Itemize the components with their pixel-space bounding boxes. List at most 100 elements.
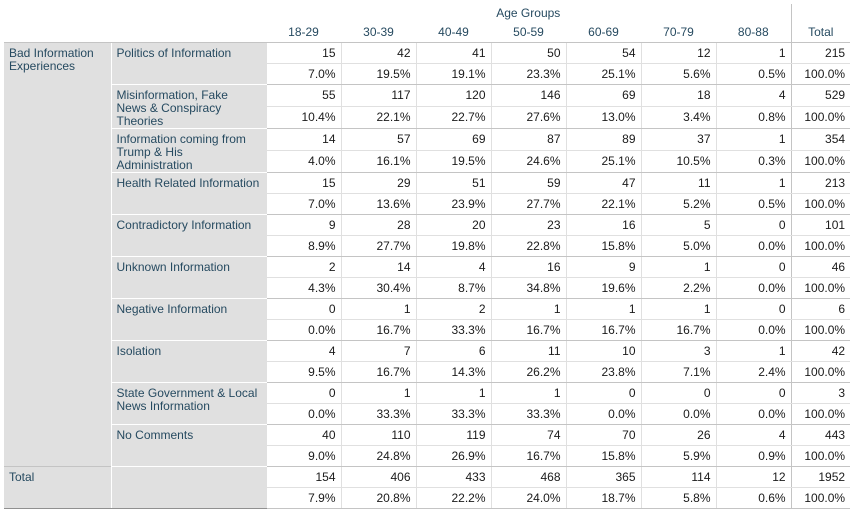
percent-cell: 27.6% — [490, 106, 566, 129]
percent-cell: 33.3% — [490, 403, 566, 425]
count-cell: 1 — [640, 256, 716, 278]
count-cell: 1 — [340, 382, 416, 404]
count-cell: 6 — [790, 298, 851, 320]
count-cell: 9 — [265, 214, 341, 236]
count-cell: 74 — [490, 424, 566, 446]
percent-cell: 19.6% — [565, 277, 641, 299]
total-row-label: Total — [4, 466, 112, 509]
percent-cell: 0.6% — [715, 487, 792, 509]
count-cell: 215 — [790, 42, 851, 64]
percent-cell: 7.0% — [265, 63, 341, 85]
count-cell: 120 — [415, 84, 491, 107]
percent-cell: 100.0% — [790, 235, 851, 257]
table-row: 0.0% 16.7% 33.3% 16.7% 16.7% 16.7% 0.0% 100.0% — [4, 319, 851, 341]
percent-cell: 33.3% — [415, 319, 491, 341]
count-cell: 0 — [715, 298, 792, 320]
count-cell: 114 — [640, 466, 716, 488]
count-cell: 3 — [790, 382, 851, 404]
percent-cell: 33.3% — [340, 403, 416, 425]
count-cell: 2 — [265, 256, 341, 278]
category-label: Politics of Information — [111, 42, 266, 85]
count-cell: 37 — [640, 128, 716, 151]
percent-cell: 13.0% — [565, 106, 641, 129]
age-column-header: 30-39 — [341, 22, 416, 43]
percent-cell: 27.7% — [490, 193, 566, 215]
category-label: Information coming from Trump & His Admi… — [111, 128, 266, 173]
percent-cell: 8.7% — [415, 277, 491, 299]
percent-cell: 26.9% — [415, 445, 491, 467]
percent-cell: 23.9% — [415, 193, 491, 215]
percent-cell: 19.5% — [415, 150, 491, 173]
percent-cell: 100.0% — [790, 193, 851, 215]
count-cell: 154 — [265, 466, 341, 488]
count-cell: 5 — [640, 214, 716, 236]
count-cell: 1 — [715, 42, 792, 64]
percent-cell: 100.0% — [790, 150, 851, 173]
count-cell: 2 — [415, 298, 491, 320]
percent-cell: 19.8% — [415, 235, 491, 257]
category-label: Unknown Information — [111, 256, 266, 299]
percent-cell: 0.5% — [715, 193, 792, 215]
count-cell: 46 — [790, 256, 851, 278]
count-cell: 4 — [415, 256, 491, 278]
percent-cell: 16.7% — [565, 319, 641, 341]
count-cell: 26 — [640, 424, 716, 446]
count-cell: 59 — [490, 172, 566, 194]
count-cell: 10 — [565, 340, 641, 362]
count-cell: 9 — [565, 256, 641, 278]
count-cell: 89 — [565, 128, 641, 151]
percent-cell: 3.4% — [640, 106, 716, 129]
percent-cell: 5.9% — [640, 445, 716, 467]
count-cell: 110 — [340, 424, 416, 446]
percent-cell: 34.8% — [490, 277, 566, 299]
table-row: 7.0% 19.5% 19.1% 23.3% 25.1% 5.6% 0.5% 100.0% — [4, 63, 851, 85]
percent-cell: 100.0% — [790, 63, 851, 85]
percent-cell: 7.9% — [265, 487, 341, 509]
count-cell: 119 — [415, 424, 491, 446]
count-cell: 23 — [490, 214, 566, 236]
count-cell: 70 — [565, 424, 641, 446]
count-cell: 14 — [340, 256, 416, 278]
count-cell: 468 — [490, 466, 566, 488]
percent-cell: 27.7% — [340, 235, 416, 257]
percent-cell: 100.0% — [790, 403, 851, 425]
total-column-header: Total — [790, 4, 851, 43]
count-cell: 57 — [340, 128, 416, 151]
percent-cell: 16.1% — [340, 150, 416, 173]
count-cell: 42 — [340, 42, 416, 64]
count-cell: 47 — [565, 172, 641, 194]
table-row: Contradictory Information 9 28 20 23 16 5 0 101 — [4, 214, 851, 257]
table-row: No Comments 40 110 119 74 70 26 4 443 — [4, 424, 851, 467]
count-cell: 7 — [340, 340, 416, 362]
percent-cell: 24.6% — [490, 150, 566, 173]
percent-cell: 24.0% — [490, 487, 566, 509]
percent-cell: 7.1% — [640, 361, 716, 383]
count-cell: 1 — [640, 298, 716, 320]
count-cell: 12 — [640, 42, 716, 64]
category-label: Misinformation, Fake News & Conspiracy T… — [111, 84, 266, 129]
percent-cell: 19.1% — [415, 63, 491, 85]
age-column-header: 70-79 — [641, 22, 716, 43]
count-cell: 406 — [340, 466, 416, 488]
count-cell: 12 — [715, 466, 792, 488]
percent-cell: 0.0% — [715, 277, 792, 299]
table-row: 4.0% 16.1% 19.5% 24.6% 25.1% 10.5% 0.3% 100.0% — [4, 150, 851, 173]
percent-cell: 0.5% — [715, 63, 792, 85]
count-cell: 1 — [715, 172, 792, 194]
table-row: Unknown Information 2 14 4 16 9 1 0 46 — [4, 256, 851, 299]
percent-cell: 8.9% — [265, 235, 341, 257]
count-cell: 0 — [265, 382, 341, 404]
count-cell: 18 — [640, 84, 716, 107]
age-column-header: 80-88 — [716, 22, 792, 43]
percent-cell: 16.7% — [640, 319, 716, 341]
percent-cell: 4.0% — [265, 150, 341, 173]
category-label: No Comments — [111, 424, 266, 467]
count-cell: 0 — [715, 256, 792, 278]
percent-cell: 22.2% — [415, 487, 491, 509]
count-cell: 0 — [565, 382, 641, 404]
table-row: 4.3% 30.4% 8.7% 34.8% 19.6% 2.2% 0.0% 100.0% — [4, 277, 851, 299]
count-cell: 1 — [490, 298, 566, 320]
count-cell: 1 — [415, 382, 491, 404]
count-cell: 146 — [490, 84, 566, 107]
percent-cell: 10.4% — [265, 106, 341, 129]
